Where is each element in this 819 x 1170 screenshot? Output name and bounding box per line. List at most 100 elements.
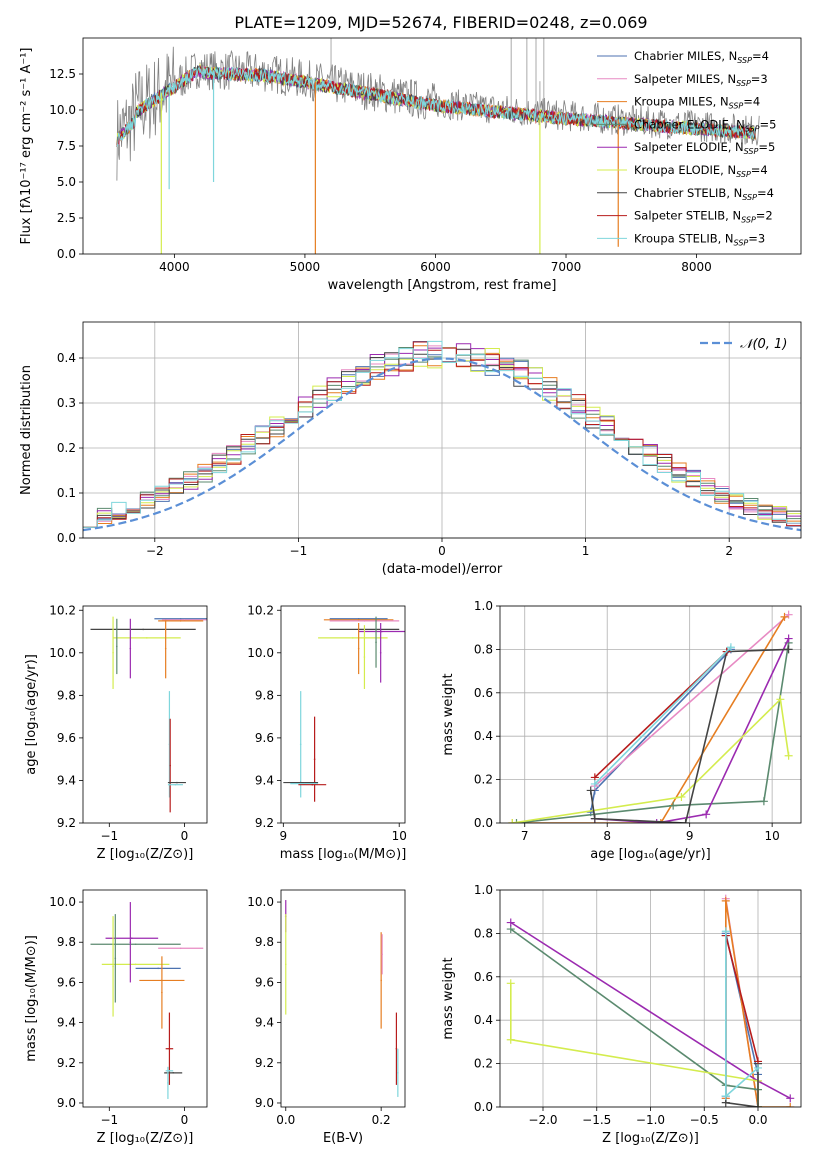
y-tick-label: 0.2 [57, 441, 76, 455]
y-axis-label: Flux [fλ10⁻¹⁷ erg cm⁻² s⁻¹ A⁻¹] [19, 48, 34, 245]
data-point [375, 641, 377, 643]
y-tick-label: 9.0 [255, 1096, 274, 1110]
plus-marker [506, 1035, 515, 1044]
y-tick-label: 10.0 [49, 895, 76, 909]
data-point [164, 647, 167, 650]
y-tick-label: 9.4 [255, 1016, 274, 1030]
x-tick-label: 0.0 [748, 1113, 767, 1127]
y-tick-label: 0.2 [474, 1057, 493, 1071]
x-axis-label: E(B-V) [323, 1131, 363, 1146]
data-point [157, 967, 159, 970]
data-point [363, 620, 366, 622]
legend-entry: Salpeter MILES, NSSP=3 [634, 72, 768, 88]
observed-spectrum [116, 46, 760, 181]
axes-frame [82, 37, 802, 255]
y-axis-label: age [log₁₀(age/yr)] [24, 654, 39, 775]
x-axis-label: Z [log₁₀(Z/Z⊙)] [602, 1131, 699, 1146]
data-point [284, 963, 287, 966]
legend-entry: Chabrier MILES, NSSP=4 [634, 49, 769, 65]
y-tick-label: 0.4 [474, 1013, 493, 1027]
plot-area [116, 38, 760, 254]
plus-marker [726, 643, 735, 652]
x-tick-label: 0.2 [372, 1113, 391, 1127]
data-point [303, 782, 305, 785]
data-point [142, 628, 144, 631]
plot-area [508, 610, 793, 823]
data-point [168, 1070, 171, 1072]
y-tick-label: 10.0 [247, 646, 274, 660]
legend-entry: Chabrier ELODIE, NSSP=5 [634, 117, 776, 133]
x-tick-label: 1 [582, 544, 590, 558]
y-tick-label: 0.0 [57, 247, 76, 261]
x-tick-label: −2.0 [528, 1113, 557, 1127]
y-tick-label: 9.8 [255, 935, 274, 949]
weight-line-salpeter_miles [594, 614, 790, 787]
x-axis-label: wavelength [Angstrom, rest frame] [328, 278, 557, 293]
weight-line-salpeter_stelib [725, 935, 759, 1062]
data-point [131, 937, 133, 940]
plus-marker [512, 819, 521, 823]
data-point [397, 1072, 399, 1074]
weight-line-kroupa_elodie [512, 697, 790, 823]
x-tick-label: −1 [100, 829, 118, 843]
y-tick-label: 0.6 [474, 970, 493, 984]
data-point [357, 619, 360, 621]
plus-marker [784, 634, 793, 643]
plus-marker [506, 918, 515, 927]
data-point [172, 1072, 174, 1074]
y-tick-label: 9.2 [57, 816, 76, 830]
legend-entry: Salpeter STELIB, NSSP=2 [634, 209, 773, 225]
y-tick-label: 0.8 [474, 926, 493, 940]
data-point [395, 1047, 398, 1050]
plot-area [506, 894, 795, 1107]
x-tick-label: −1.5 [582, 1113, 611, 1127]
legend: Chabrier MILES, NSSP=4 Salpeter MILES, NS… [597, 49, 776, 247]
x-tick-label: 0 [181, 1113, 189, 1127]
data-point [183, 619, 186, 621]
y-tick-label: 9.8 [57, 688, 76, 702]
data-point [112, 965, 114, 968]
plot-area [283, 616, 405, 802]
y-tick-label: 0.2 [474, 773, 493, 787]
axes-frame [280, 889, 406, 1108]
plus-marker [776, 695, 785, 704]
data-point [129, 647, 132, 650]
axes-weight_vs_age: 7 8 9 10 0.0 0.2 0.4 0.6 0.8 1.0 age [log₁₀(age/yr… [441, 599, 802, 862]
y-tick-label: 9.4 [57, 773, 76, 787]
axes-mass_vs_Z: −1 0 9.0 9.2 9.4 9.6 9.8 10.0 Z [log₁₀(Z/Z⊙)] mas… [24, 889, 208, 1146]
plus-marker [669, 801, 678, 810]
plus-marker [590, 814, 599, 823]
y-tick-label: 10.0 [49, 103, 76, 117]
x-tick-label: 0 [438, 544, 446, 558]
x-tick-label: −0.5 [690, 1113, 719, 1127]
x-tick-label: 5000 [290, 260, 321, 274]
y-tick-label: 9.8 [57, 935, 76, 949]
plus-marker [586, 786, 595, 795]
y-axis-label: mass weight [441, 957, 456, 1039]
data-point [176, 781, 178, 784]
axes-frame [499, 889, 802, 1108]
weight-line-chabrier_elodie [516, 642, 790, 823]
plus-marker [677, 792, 686, 801]
y-tick-label: 0.1 [57, 486, 76, 500]
x-tick-label: 4000 [159, 260, 190, 274]
plus-marker [759, 797, 768, 806]
plus-marker [656, 819, 665, 823]
x-tick-label: −1 [290, 544, 308, 558]
x-tick-label: 2 [725, 544, 733, 558]
y-tick-label: 0.4 [474, 729, 493, 743]
x-axis-label: age [log₁₀(age/yr)] [590, 847, 711, 862]
model-spectrum-kroupa_stelib [116, 65, 756, 147]
plus-marker [784, 645, 793, 654]
y-tick-label: 7.5 [57, 139, 76, 153]
data-point [299, 743, 302, 746]
x-tick-label: −2 [146, 544, 164, 558]
plus-marker [786, 1103, 795, 1107]
y-axis-label: Normed distribution [19, 365, 34, 495]
legend-entry: Salpeter ELODIE, NSSP=5 [634, 140, 775, 156]
x-tick-label: 0 [181, 829, 189, 843]
data-point [168, 1047, 171, 1050]
spectrum-title: PLATE=1209, MJD=52674, FIBERID=0248, z=0… [234, 13, 647, 32]
data-point [380, 979, 382, 982]
